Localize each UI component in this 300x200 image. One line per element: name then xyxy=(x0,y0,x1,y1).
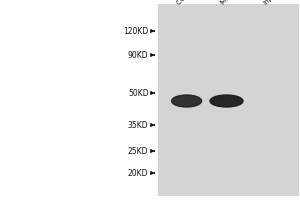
Text: 35KD: 35KD xyxy=(128,120,148,130)
Text: 20KD: 20KD xyxy=(128,168,148,178)
Text: 50KD: 50KD xyxy=(128,88,148,98)
Text: Control IgG: Control IgG xyxy=(176,0,208,6)
Text: 25KD: 25KD xyxy=(128,146,148,156)
Bar xyxy=(158,4,298,196)
Text: MYC-tag: MYC-tag xyxy=(219,0,244,6)
Text: 90KD: 90KD xyxy=(128,50,148,60)
Ellipse shape xyxy=(210,95,243,107)
Ellipse shape xyxy=(172,95,202,107)
Text: Input: Input xyxy=(262,0,280,6)
Text: 120KD: 120KD xyxy=(123,26,148,36)
